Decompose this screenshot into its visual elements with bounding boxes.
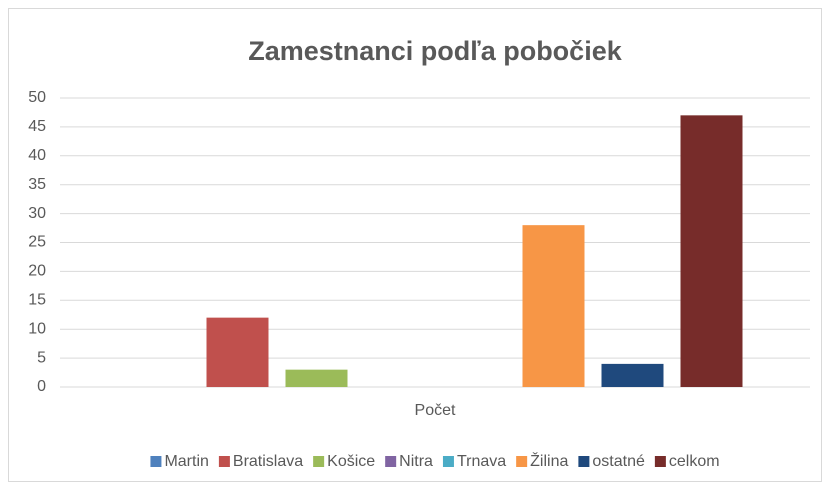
y-tick-label: 50 xyxy=(28,89,46,106)
y-tick-label: 15 xyxy=(28,292,46,309)
legend-swatch xyxy=(516,456,528,467)
legend-label: ostatné xyxy=(592,453,645,470)
legend-swatch xyxy=(218,456,230,467)
bar xyxy=(601,363,664,387)
y-tick-label: 40 xyxy=(28,147,46,164)
legend-label: Martin xyxy=(164,453,208,470)
legend-label: Trnava xyxy=(457,453,506,470)
chart-title: Zamestnanci podľa pobočiek xyxy=(248,36,622,66)
y-tick-label: 5 xyxy=(37,349,46,366)
legend-swatch xyxy=(150,456,162,467)
bar xyxy=(206,317,269,387)
legend-label: Žilina xyxy=(530,451,568,470)
legend-swatch xyxy=(313,456,325,467)
legend-label: Bratislava xyxy=(233,453,303,470)
bar xyxy=(680,115,743,387)
y-tick-label: 45 xyxy=(28,118,46,135)
y-tick-label: 30 xyxy=(28,205,46,222)
y-tick-label: 10 xyxy=(28,320,46,337)
y-tick-label: 25 xyxy=(28,234,46,251)
y-tick-label: 35 xyxy=(28,176,46,193)
y-tick-label: 0 xyxy=(37,378,46,395)
legend-swatch xyxy=(385,456,397,467)
legend-label: Košice xyxy=(327,453,375,470)
bar xyxy=(285,369,348,387)
legend-label: celkom xyxy=(669,453,720,470)
y-tick-label: 20 xyxy=(28,263,46,280)
legend-swatch xyxy=(654,456,666,467)
legend-swatch xyxy=(442,456,454,467)
legend-label: Nitra xyxy=(399,453,433,470)
legend-swatch xyxy=(578,456,590,467)
bar xyxy=(522,225,585,387)
x-tick-label: Počet xyxy=(415,402,456,419)
